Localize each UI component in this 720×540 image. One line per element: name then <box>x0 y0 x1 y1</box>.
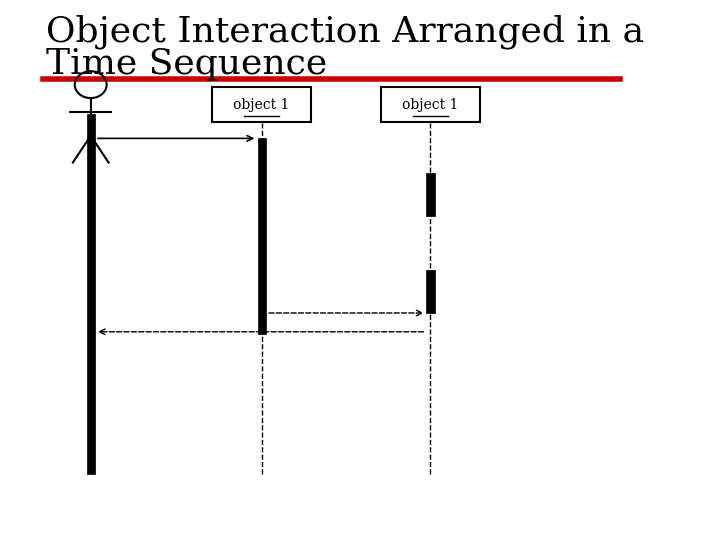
Bar <box>86 114 95 474</box>
Text: Time Sequence: Time Sequence <box>46 47 328 81</box>
Text: object 1: object 1 <box>402 98 459 112</box>
Bar <box>426 270 435 313</box>
Text: Object Interaction Arranged in a: Object Interaction Arranged in a <box>46 15 644 49</box>
Bar <box>258 138 266 334</box>
Bar <box>426 173 435 217</box>
Bar <box>212 87 311 122</box>
Text: object 1: object 1 <box>233 98 289 112</box>
Bar <box>381 87 480 122</box>
